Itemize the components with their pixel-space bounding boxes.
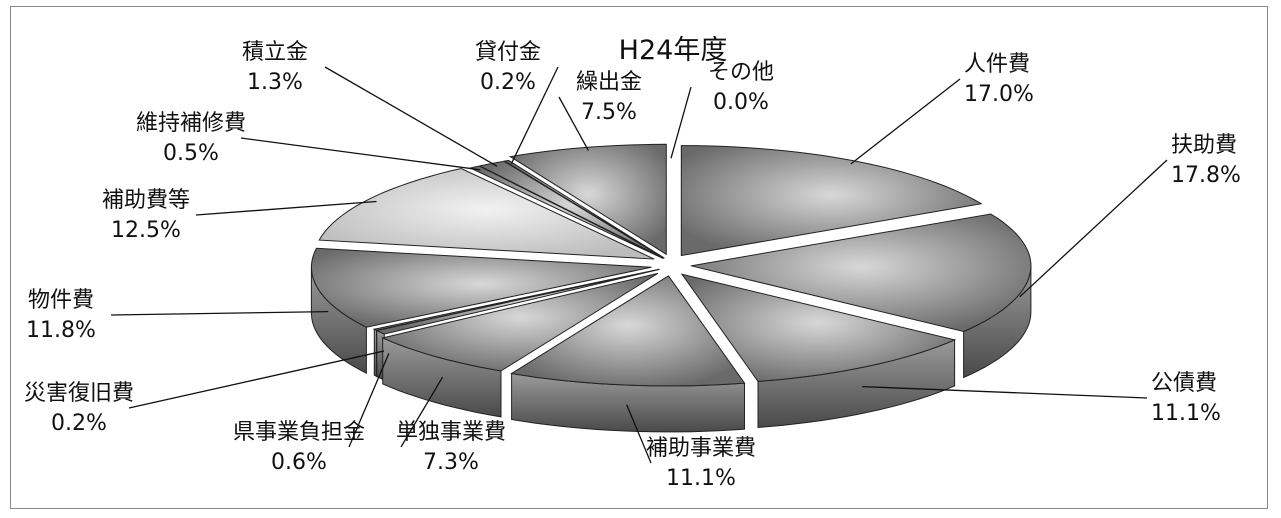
slice-value-label: 17.0% — [964, 82, 1034, 107]
pie-slice-top-10 — [468, 165, 664, 260]
pie-slice-1 — [680, 145, 983, 257]
pie-chart: 人件費 17.0% 扶助費 17.8% 公債費 11.1% 補助事業費 11.1% 単独事業費 7… — [24, 35, 1241, 491]
slice-name-label: 単独事業費 — [396, 420, 506, 445]
slice-value-label: 0.2% — [480, 70, 536, 95]
slice-name-label: 繰出金 — [576, 70, 642, 95]
slice-value-label: 12.5% — [111, 218, 181, 243]
slice-value-label: 1.3% — [247, 70, 303, 95]
leader-line — [510, 66, 559, 164]
slice-name-label: 扶助費 — [1171, 133, 1237, 158]
chart-frame: 人件費 17.0% 扶助費 17.8% 公債費 11.1% 補助事業費 11.1% 単独事業費 7… — [10, 6, 1268, 509]
leader-line — [240, 137, 481, 171]
slice-value-label: 11.1% — [666, 466, 736, 491]
slice-value-label: 0.6% — [271, 450, 327, 475]
slice-name-label: 災害復旧費 — [24, 381, 134, 406]
pie-slice-10 — [468, 165, 664, 260]
pie-slice-top-3 — [680, 273, 957, 382]
pie-slice-top-1 — [680, 145, 983, 257]
pie-slice-top-2 — [690, 213, 1032, 333]
leader-line — [850, 78, 961, 165]
slice-value-label: 11.1% — [1151, 401, 1221, 426]
chart-title: H24年度 — [619, 35, 728, 66]
leader-line — [626, 404, 652, 464]
slice-name-label: 貸付金 — [475, 40, 541, 65]
slice-value-label: 11.8% — [26, 318, 96, 343]
slice-name-label: 物件費 — [28, 288, 94, 313]
pie-slice-top-8 — [310, 247, 652, 328]
leader-line — [128, 350, 385, 409]
leader-line — [1019, 159, 1168, 298]
leader-line — [110, 310, 329, 316]
slice-name-label: 維持補修費 — [136, 111, 246, 136]
slice-value-label: 7.3% — [423, 450, 479, 475]
slice-value-label: 0.0% — [713, 90, 769, 115]
leader-line — [324, 66, 498, 167]
slice-name-label: 補助事業費 — [646, 436, 756, 461]
pie-slice-3 — [680, 273, 957, 428]
pie-slice-top-6 — [375, 268, 660, 335]
leader-line — [195, 200, 377, 216]
pie-slice-top-5 — [381, 272, 659, 372]
leader-line — [558, 96, 589, 151]
slice-name-label: 人件費 — [964, 52, 1030, 77]
slice-value-label: 0.2% — [51, 411, 107, 436]
slice-name-label: 積立金 — [242, 40, 308, 65]
pie-slice-8 — [310, 247, 652, 375]
slice-name-label: 公債費 — [1151, 371, 1217, 396]
pie-slice-2 — [690, 213, 1032, 379]
leader-line — [348, 353, 390, 448]
slice-value-label: 7.5% — [581, 100, 637, 125]
pie-slice-4 — [510, 275, 746, 433]
leader-line — [862, 385, 1148, 399]
slice-value-label: 0.5% — [163, 141, 219, 166]
slice-value-label: 17.8% — [1171, 163, 1241, 188]
pie-slice-top-4 — [510, 275, 746, 387]
pie-slice-top-9 — [318, 167, 655, 260]
leader-line — [670, 86, 692, 159]
slice-name-label: その他 — [708, 60, 774, 85]
pie-slice-9 — [318, 167, 655, 260]
leader-line — [400, 376, 444, 448]
slice-name-label: 県事業負担金 — [233, 420, 365, 445]
slice-name-label: 補助費等 — [102, 188, 190, 213]
